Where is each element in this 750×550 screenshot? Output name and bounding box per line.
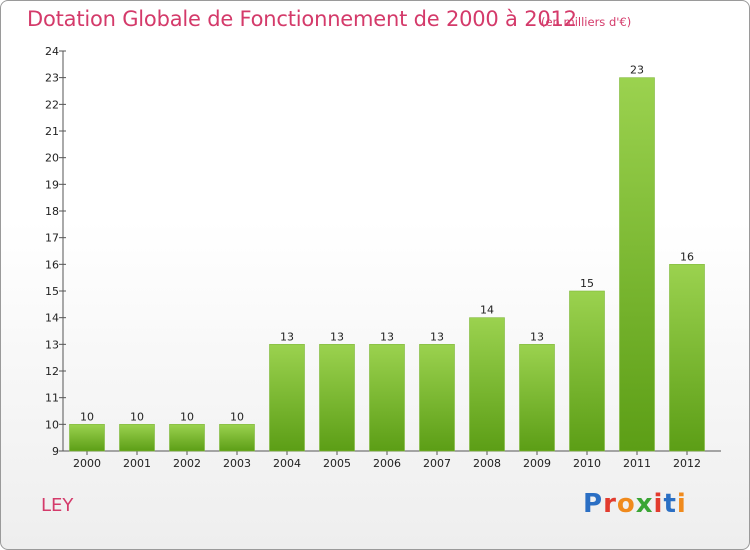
y-tick-label: 11 (45, 392, 59, 405)
x-tick-label: 2009 (523, 457, 551, 470)
y-tick-label: 20 (45, 152, 59, 165)
y-tick-label: 16 (45, 258, 59, 271)
y-tick-label: 21 (45, 125, 59, 138)
bar-value-label: 23 (630, 64, 644, 77)
y-tick-label: 22 (45, 98, 59, 111)
x-tick-label: 2003 (223, 457, 251, 470)
bar (419, 344, 455, 452)
y-tick-label: 19 (45, 178, 59, 191)
bar-value-label: 15 (580, 277, 594, 290)
bar (69, 424, 105, 452)
proxiti-logo[interactable]: Proxiti (583, 489, 687, 519)
x-tick-label: 2000 (73, 457, 101, 470)
chart-unit: (en milliers d'€) (541, 15, 632, 29)
logo-letter: x (635, 489, 654, 519)
logo-letter: t (663, 489, 677, 519)
bar-value-label: 13 (530, 330, 544, 343)
bar (319, 344, 355, 452)
bar (169, 424, 205, 452)
bar (219, 424, 255, 452)
bar-value-label: 10 (230, 410, 244, 423)
logo-letter: i (653, 489, 664, 519)
bar-value-label: 13 (380, 330, 394, 343)
bar (269, 344, 305, 452)
y-tick-label: 15 (45, 285, 59, 298)
bar (569, 290, 605, 452)
bar-value-label: 13 (330, 330, 344, 343)
y-tick-label: 23 (45, 72, 59, 85)
bar (119, 424, 155, 452)
y-tick-label: 18 (45, 205, 59, 218)
logo-letter: i (676, 489, 687, 519)
chart-title: Dotation Globale de Fonctionnement de 20… (27, 7, 577, 31)
bar (469, 317, 505, 452)
bar (669, 264, 705, 452)
x-tick-label: 2010 (573, 457, 601, 470)
bar (619, 77, 655, 452)
bar-value-label: 13 (280, 330, 294, 343)
x-tick-label: 2008 (473, 457, 501, 470)
bar (519, 344, 555, 452)
bar-value-label: 16 (680, 250, 694, 263)
x-tick-label: 2012 (673, 457, 701, 470)
x-tick-label: 2004 (273, 457, 301, 470)
x-tick-label: 2006 (373, 457, 401, 470)
bar-value-label: 10 (80, 410, 94, 423)
bar-value-label: 13 (430, 330, 444, 343)
y-tick-label: 9 (52, 445, 59, 458)
x-tick-label: 2005 (323, 457, 351, 470)
x-tick-label: 2007 (423, 457, 451, 470)
x-tick-label: 2002 (173, 457, 201, 470)
y-tick-label: 12 (45, 365, 59, 378)
y-tick-label: 17 (45, 232, 59, 245)
bar-value-label: 10 (180, 410, 194, 423)
logo-letter: o (616, 489, 636, 519)
bar (369, 344, 405, 452)
y-tick-label: 10 (45, 418, 59, 431)
logo-letter: r (603, 489, 617, 519)
x-tick-label: 2001 (123, 457, 151, 470)
y-tick-label: 13 (45, 338, 59, 351)
bar-value-label: 14 (480, 304, 494, 317)
y-tick-label: 14 (45, 312, 59, 325)
bar-value-label: 10 (130, 410, 144, 423)
logo-letter: P (583, 489, 604, 519)
y-tick-label: 24 (45, 45, 59, 58)
commune-label: LEY (41, 495, 74, 516)
x-tick-label: 2011 (623, 457, 651, 470)
